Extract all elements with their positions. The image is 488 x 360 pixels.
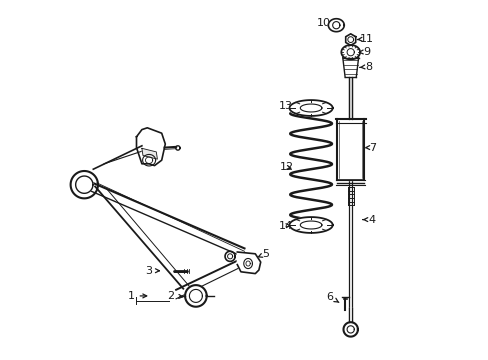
- Polygon shape: [343, 322, 357, 337]
- Polygon shape: [328, 19, 344, 32]
- Text: 4: 4: [363, 215, 375, 225]
- Polygon shape: [300, 104, 321, 112]
- Text: 5: 5: [257, 249, 269, 259]
- Polygon shape: [189, 289, 202, 302]
- Text: 7: 7: [365, 143, 375, 153]
- Polygon shape: [332, 22, 339, 29]
- Text: 9: 9: [359, 47, 370, 57]
- Polygon shape: [346, 49, 354, 56]
- Text: 6: 6: [326, 292, 338, 302]
- Text: 1: 1: [127, 291, 146, 301]
- Polygon shape: [300, 221, 321, 229]
- Polygon shape: [346, 326, 354, 333]
- Text: 11: 11: [356, 34, 373, 44]
- Polygon shape: [76, 176, 93, 193]
- Polygon shape: [289, 100, 332, 116]
- Polygon shape: [289, 217, 332, 233]
- Polygon shape: [348, 61, 351, 331]
- Polygon shape: [237, 252, 260, 274]
- Text: 14: 14: [278, 221, 292, 231]
- Polygon shape: [348, 308, 352, 322]
- Polygon shape: [86, 180, 244, 257]
- Text: 12: 12: [279, 162, 293, 172]
- Text: 2: 2: [167, 291, 183, 301]
- Polygon shape: [95, 186, 183, 290]
- Polygon shape: [342, 58, 358, 77]
- Text: 3: 3: [145, 266, 159, 276]
- Polygon shape: [345, 34, 355, 45]
- Polygon shape: [336, 119, 364, 180]
- Polygon shape: [185, 285, 206, 307]
- Polygon shape: [136, 128, 165, 166]
- Text: 10: 10: [316, 18, 333, 28]
- Text: 13: 13: [278, 101, 295, 111]
- Text: 8: 8: [359, 62, 371, 72]
- Polygon shape: [341, 45, 359, 59]
- Polygon shape: [142, 148, 157, 159]
- Polygon shape: [175, 256, 247, 299]
- Polygon shape: [93, 146, 142, 169]
